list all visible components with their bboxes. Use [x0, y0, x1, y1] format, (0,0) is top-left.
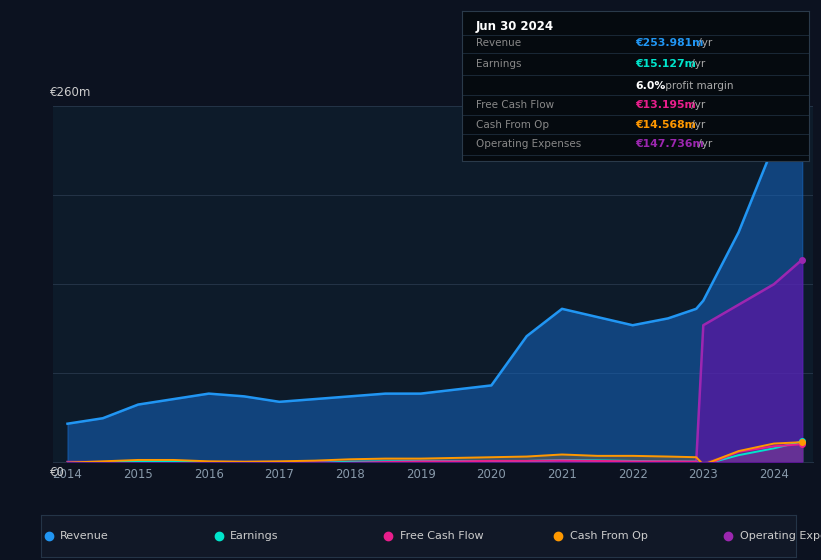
Text: Free Cash Flow: Free Cash Flow: [400, 531, 484, 541]
Text: €15.127m: €15.127m: [635, 59, 696, 69]
Text: /yr: /yr: [695, 139, 712, 149]
Text: Jun 30 2024: Jun 30 2024: [476, 20, 554, 32]
Text: Revenue: Revenue: [476, 38, 521, 48]
Text: €0: €0: [49, 465, 64, 479]
Text: Earnings: Earnings: [476, 59, 521, 69]
Text: Cash From Op: Cash From Op: [570, 531, 648, 541]
Text: Operating Expenses: Operating Expenses: [476, 139, 581, 149]
Text: Free Cash Flow: Free Cash Flow: [476, 100, 554, 110]
Text: profit margin: profit margin: [662, 81, 733, 91]
Text: Revenue: Revenue: [60, 531, 108, 541]
Text: €260m: €260m: [49, 86, 91, 99]
Text: 6.0%: 6.0%: [635, 81, 666, 91]
Text: €253.981m: €253.981m: [635, 38, 704, 48]
Text: Earnings: Earnings: [230, 531, 278, 541]
Text: /yr: /yr: [695, 38, 712, 48]
Text: /yr: /yr: [688, 59, 705, 69]
Text: /yr: /yr: [688, 100, 705, 110]
Text: €13.195m: €13.195m: [635, 100, 696, 110]
Text: €147.736m: €147.736m: [635, 139, 704, 149]
Text: €14.568m: €14.568m: [635, 120, 696, 130]
Text: Cash From Op: Cash From Op: [476, 120, 549, 130]
Text: Operating Expenses: Operating Expenses: [740, 531, 821, 541]
Text: /yr: /yr: [688, 120, 705, 130]
